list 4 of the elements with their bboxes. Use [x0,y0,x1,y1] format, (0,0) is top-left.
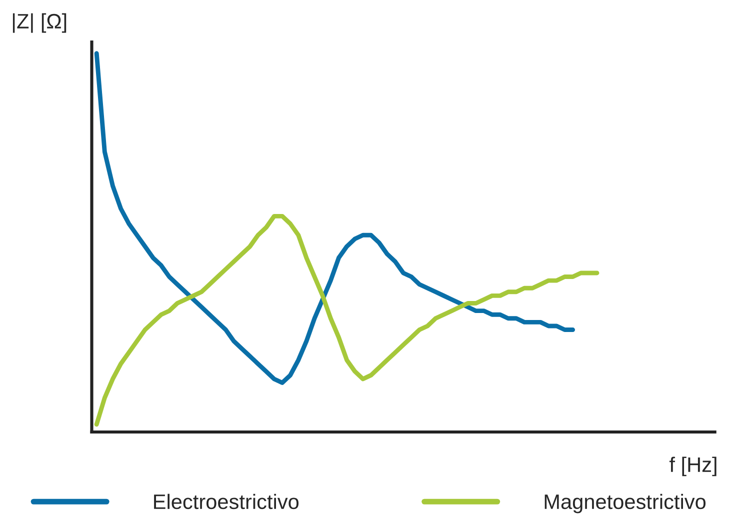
legend-label: Electroestrictivo [154,494,299,510]
y-axis-title: |Z| [Ω] [12,13,66,33]
legend-label: Magnetoestrictivo [544,494,706,514]
x-axis-title: f [Hz] [669,456,716,476]
